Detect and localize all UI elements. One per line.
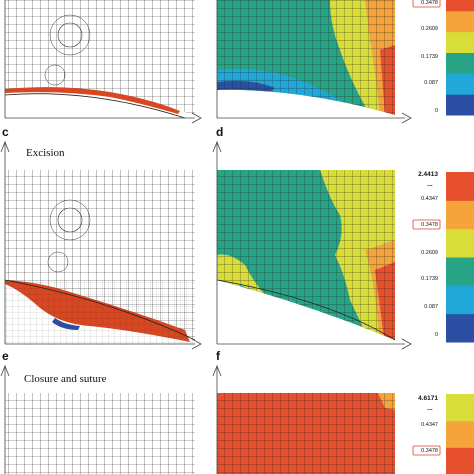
colorbar-swatch: [446, 313, 474, 343]
colorbar-swatch: [446, 31, 474, 53]
y-axis-arrow-icon: [0, 140, 10, 170]
colorbar-tick-label: 0: [435, 332, 438, 338]
colorbar-swatch: [446, 447, 474, 474]
colorbar-tick-label: 0.3478: [421, 0, 438, 6]
colorbar-max-label: 2.4413: [418, 171, 438, 178]
panel-top-right-contour: [216, 0, 412, 124]
wound-band: [5, 87, 180, 114]
threshold-highlight-box: [412, 445, 441, 456]
y-axis-arrow-icon: [212, 364, 222, 393]
colorbar-swatch: [446, 10, 474, 33]
x-axis-arrow-icon: [401, 112, 412, 124]
panel-f-contour: [216, 393, 395, 474]
colorbar-swatch: [446, 285, 474, 315]
colorbar-ellipsis: ...: [427, 181, 433, 188]
colorbar-swatch: [446, 94, 474, 116]
panel-letter-f: f: [216, 349, 221, 363]
y-axis-arrow-icon: [0, 364, 10, 393]
colorbar-tick-label: 0.087: [424, 80, 438, 86]
colorbar-swatch: [446, 73, 474, 95]
colorbar-tick-label: 0.2609: [421, 250, 438, 256]
panel-letter-e: e: [2, 349, 9, 363]
panel-letter-d: d: [216, 125, 223, 139]
colorbar-swatch: [446, 420, 474, 448]
colorbar-legend-bottom: 4.6171... 0.4347 0.3478: [412, 394, 474, 474]
colorbar-tick-label: 0.4347: [421, 422, 438, 428]
colorbar-tick-label: 0: [435, 108, 438, 114]
colorbar-legend-top: 0.3478 0.2609 0.1739 0.087 0: [412, 0, 474, 116]
panel-c-mesh: [4, 170, 202, 350]
panel-e-mesh: [4, 393, 195, 474]
colorbar-swatch: [446, 228, 474, 258]
colorbar-swatch: [446, 0, 474, 12]
colorbar-swatch: [446, 257, 474, 286]
panel-top-left-mesh: [4, 0, 202, 124]
x-axis-arrow-icon: [401, 338, 412, 350]
colorbar-max-label: 4.6171: [418, 395, 438, 402]
y-axis-arrow-icon: [212, 140, 222, 170]
threshold-highlight-box: [412, 0, 441, 8]
x-axis-arrow-icon: [191, 112, 202, 124]
colorbar-tick-label: 0.4347: [421, 196, 438, 202]
colorbar-tick-label: 0.087: [424, 304, 438, 310]
caption-excision: Excision: [26, 147, 65, 159]
colorbar-ellipsis: ...: [427, 405, 433, 412]
panel-d-contour: [216, 170, 412, 350]
colorbar-legend-middle: 2.4413... 0.4347 0.3478 0.2609 0.1739 0.087 0: [412, 171, 474, 343]
colorbar-tick-label: 0.1739: [421, 276, 438, 282]
threshold-highlight-box: [412, 219, 441, 230]
panel-letter-c: c: [2, 125, 9, 139]
colorbar-swatch: [446, 172, 474, 201]
colorbar-swatch: [446, 394, 474, 422]
colorbar-tick-label: 0.2609: [421, 26, 438, 32]
colorbar-tick-label: 0.3478: [421, 222, 438, 228]
colorbar-swatch: [446, 52, 474, 74]
caption-closure: Closure and suture: [24, 373, 107, 385]
colorbar-swatch: [446, 200, 474, 230]
x-axis-arrow-icon: [191, 338, 202, 350]
colorbar-tick-label: 0.1739: [421, 54, 438, 60]
colorbar-tick-label: 0.3478: [421, 448, 438, 454]
